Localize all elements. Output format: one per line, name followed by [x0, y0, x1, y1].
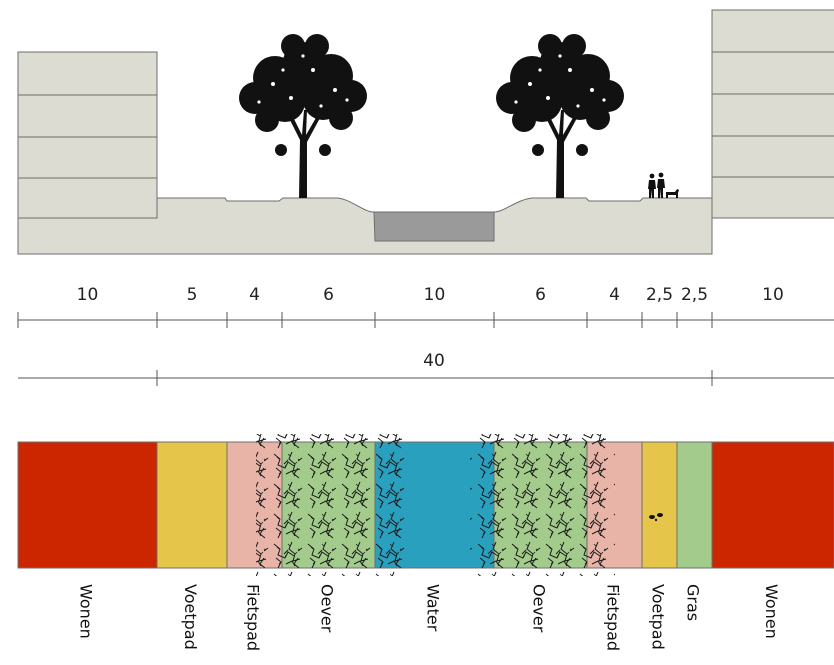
zone-label: Oever	[530, 584, 549, 633]
tree-icon	[239, 34, 367, 198]
zone-9	[711, 441, 834, 569]
cross-section-elevation	[17, 9, 834, 255]
zone-label: Fietspad	[244, 584, 263, 651]
zone-label: Gras	[684, 584, 703, 621]
dimension-label: 2,5	[646, 285, 673, 305]
dimension-label: 10	[762, 285, 784, 305]
building-right	[711, 9, 834, 219]
dimension-label: 10	[77, 285, 99, 305]
zone-label: Wonen	[77, 584, 96, 639]
zone-1	[156, 441, 228, 569]
dimension-label: 6	[535, 285, 546, 305]
pedestrians-icon	[648, 172, 665, 198]
dimension-row: 10 5 4 6 10 6 4 2,5 2,5 10	[17, 285, 834, 328]
footprints-icon	[649, 513, 663, 522]
dimension-label: 4	[609, 285, 620, 305]
water-channel	[373, 211, 495, 242]
zone-label: Wonen	[762, 584, 781, 639]
zone-0	[17, 441, 158, 569]
total-dimension-row: 40	[18, 351, 834, 386]
shrub-hatch-icon	[470, 434, 615, 576]
building-left	[17, 51, 158, 219]
zone-label: Oever	[318, 584, 337, 633]
dimension-label: 4	[249, 285, 260, 305]
shrub-hatch-icon	[256, 434, 410, 576]
dimension-label: 10	[424, 285, 446, 305]
dog-icon	[666, 189, 679, 198]
zone-label: Fietspad	[604, 584, 623, 651]
zone-7	[641, 441, 678, 569]
total-dimension-label: 40	[423, 351, 445, 371]
dimension-label: 5	[187, 285, 198, 305]
plan-strip	[17, 434, 834, 576]
zone-8	[676, 441, 713, 569]
zone-label: Voetpad	[649, 584, 668, 650]
zone-label: Water	[424, 584, 443, 632]
dimension-label: 2,5	[681, 285, 708, 305]
tree-icon	[496, 34, 624, 198]
zone-label: Voetpad	[181, 584, 200, 650]
dimension-label: 6	[323, 285, 334, 305]
zone-labels: Wonen Voetpad Fietspad Oever Water Oever Fiets…	[77, 584, 782, 651]
